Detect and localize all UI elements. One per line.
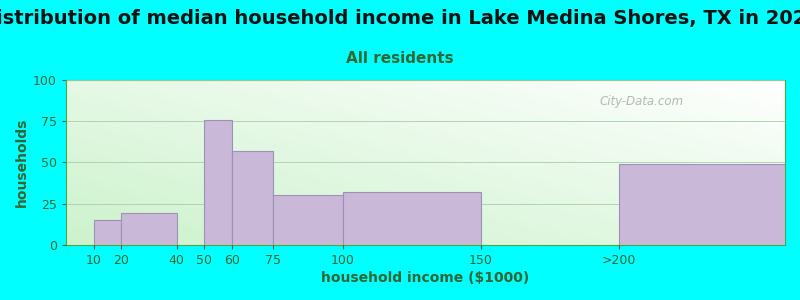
Y-axis label: households: households [15, 118, 29, 207]
Bar [342, 192, 481, 245]
X-axis label: household income ($1000): household income ($1000) [322, 271, 530, 285]
Bar [94, 220, 122, 245]
Bar [232, 151, 274, 245]
Bar [619, 164, 785, 245]
Bar [122, 214, 177, 245]
Bar [204, 120, 232, 245]
Text: All residents: All residents [346, 51, 454, 66]
Bar [274, 195, 342, 245]
Text: Distribution of median household income in Lake Medina Shores, TX in 2022: Distribution of median household income … [0, 9, 800, 28]
Text: City-Data.com: City-Data.com [599, 95, 683, 108]
